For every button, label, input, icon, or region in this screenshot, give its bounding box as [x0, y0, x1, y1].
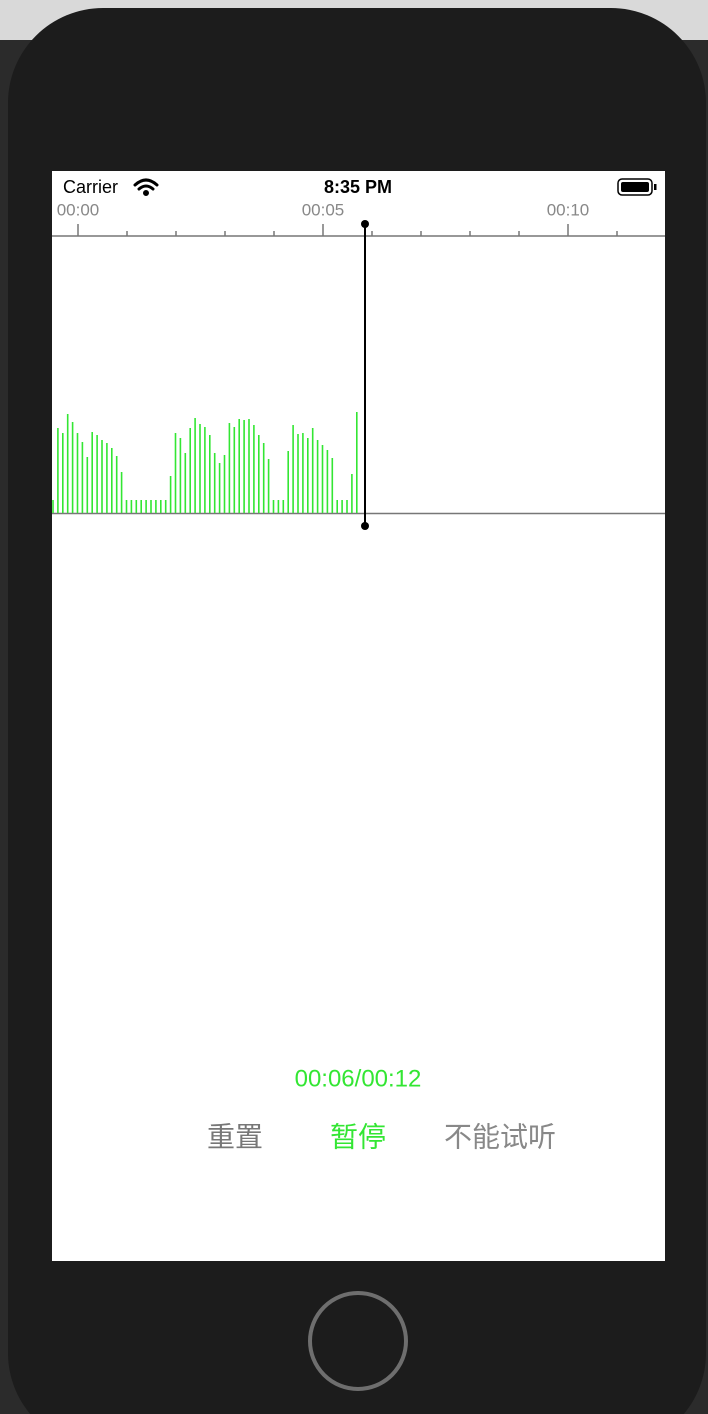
- button[interactable]: 暂停: [330, 1121, 386, 1152]
- wave-bar: [150, 500, 152, 513]
- wave-bar: [287, 451, 289, 513]
- battery-icon: [617, 178, 657, 196]
- playhead-dot: [361, 522, 369, 530]
- wave-bar: [160, 500, 162, 513]
- wave-bar: [316, 440, 319, 513]
- wave-bar: [341, 500, 343, 513]
- wave-bar: [292, 425, 294, 513]
- wave-bar: [174, 433, 177, 513]
- wave-bar: [307, 438, 309, 513]
- wave-bar: [346, 500, 348, 513]
- wave-bar: [125, 500, 128, 513]
- timer: 00:06/00:12: [295, 1065, 422, 1092]
- wave-bar: [91, 432, 93, 513]
- wave-bar: [302, 433, 304, 513]
- wave-bar: [262, 443, 265, 513]
- wave-bar: [111, 448, 113, 513]
- wave-bar: [253, 425, 255, 513]
- screen: [52, 171, 665, 1261]
- wave-bar: [184, 453, 187, 513]
- playhead-dot: [361, 220, 369, 228]
- wave-bar: [71, 422, 74, 513]
- wave-bar: [243, 420, 245, 513]
- wave-bar: [101, 440, 103, 513]
- wave-bar: [356, 412, 358, 513]
- wave-bar: [321, 445, 324, 513]
- wave-bar: [258, 435, 260, 513]
- wave-bar: [179, 438, 182, 513]
- wave-bar: [213, 453, 216, 513]
- wave-bar: [282, 500, 285, 513]
- wave-bar: [145, 500, 147, 513]
- wave-bar: [238, 419, 240, 513]
- wave-bar: [120, 472, 123, 513]
- wave-bar: [204, 427, 206, 513]
- wave-bar: [96, 435, 98, 513]
- carrier: Carrier: [63, 177, 118, 197]
- wave-bar: [228, 423, 231, 513]
- wave-bar: [81, 442, 84, 513]
- wave-bar: [277, 500, 280, 513]
- wave-bar: [106, 443, 108, 513]
- screen-content: Carrier 8:35 PM 00:06/00:12 00:00 00:05 00…: [52, 177, 665, 1152]
- wave-bar: [351, 474, 353, 513]
- wave-bar: [130, 500, 133, 513]
- home-button[interactable]: [308, 1291, 408, 1391]
- wave-bar: [155, 500, 157, 513]
- button[interactable]: 不能试听: [444, 1121, 556, 1152]
- wave-bar: [62, 433, 64, 513]
- wave-bar: [164, 500, 167, 513]
- wave-bar: [248, 419, 250, 513]
- wave-bar: [311, 428, 314, 513]
- wave-bar: [223, 455, 226, 513]
- ruler-label: 00:00: [57, 200, 100, 219]
- wave-bar: [272, 500, 275, 513]
- wave-bar: [199, 424, 201, 513]
- wifi-icon: [133, 178, 159, 196]
- button[interactable]: 重置: [207, 1121, 263, 1152]
- wave-bar: [57, 428, 59, 513]
- wave-bar: [115, 456, 118, 513]
- wave-bar: [218, 463, 221, 513]
- wave-bar: [52, 500, 54, 513]
- ruler-label: 00:10: [547, 200, 590, 219]
- wave-bar: [86, 457, 89, 513]
- wave-bar: [331, 458, 334, 513]
- wave-bar: [326, 450, 329, 513]
- wave-bar: [66, 414, 69, 513]
- wave-bar: [267, 459, 270, 513]
- wave-bar: [135, 500, 138, 513]
- wave-bar: [233, 427, 236, 513]
- wave-bar: [297, 434, 299, 513]
- clock: 8:35 PM: [324, 177, 392, 197]
- wave-bar: [140, 500, 142, 513]
- wave-bar: [194, 418, 196, 513]
- wave-bar: [336, 500, 338, 513]
- wave-bar: [76, 433, 79, 513]
- ruler-label: 00:05: [302, 200, 345, 219]
- wave-bar: [209, 435, 211, 513]
- wave-bar: [189, 428, 191, 513]
- wave-bar: [169, 476, 172, 513]
